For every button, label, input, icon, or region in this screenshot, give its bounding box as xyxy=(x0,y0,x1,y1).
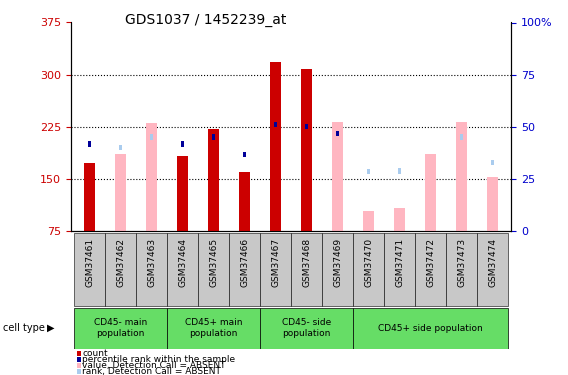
Text: rank, Detection Call = ABSENT: rank, Detection Call = ABSENT xyxy=(82,367,222,375)
Bar xyxy=(322,232,353,306)
Bar xyxy=(150,134,153,140)
Text: GSM37464: GSM37464 xyxy=(178,238,187,287)
Bar xyxy=(229,232,260,306)
Bar xyxy=(146,123,157,231)
Bar xyxy=(177,156,188,231)
Bar xyxy=(115,154,126,231)
Bar xyxy=(260,232,291,306)
Bar xyxy=(87,141,91,147)
Bar xyxy=(487,177,498,231)
Bar xyxy=(363,211,374,231)
Text: GSM37462: GSM37462 xyxy=(116,238,125,287)
Bar xyxy=(456,122,467,231)
Text: ▶: ▶ xyxy=(47,323,55,333)
Bar xyxy=(212,134,215,140)
Bar xyxy=(181,141,185,147)
Bar xyxy=(425,154,436,231)
Text: GSM37470: GSM37470 xyxy=(364,238,373,288)
Bar xyxy=(239,172,250,231)
Bar xyxy=(367,169,370,174)
Text: GSM37469: GSM37469 xyxy=(333,238,342,288)
Bar xyxy=(270,62,281,231)
Bar xyxy=(384,232,415,306)
Text: GSM37465: GSM37465 xyxy=(209,238,218,288)
Text: value, Detection Call = ABSENT: value, Detection Call = ABSENT xyxy=(82,361,226,370)
Text: GSM37473: GSM37473 xyxy=(457,238,466,288)
Text: CD45- main
population: CD45- main population xyxy=(94,318,147,338)
Bar xyxy=(353,308,508,349)
Bar xyxy=(305,124,308,129)
Bar xyxy=(243,152,247,157)
Bar xyxy=(84,164,95,231)
Bar xyxy=(477,232,508,306)
Text: GSM37467: GSM37467 xyxy=(271,238,280,288)
Bar xyxy=(291,232,322,306)
Text: cell type: cell type xyxy=(3,323,45,333)
Bar xyxy=(74,308,167,349)
Text: GSM37466: GSM37466 xyxy=(240,238,249,288)
Bar xyxy=(167,308,260,349)
Bar xyxy=(167,232,198,306)
Text: CD45- side
population: CD45- side population xyxy=(282,318,331,338)
Text: percentile rank within the sample: percentile rank within the sample xyxy=(82,355,236,364)
Bar xyxy=(198,232,229,306)
Bar xyxy=(119,145,123,150)
Bar xyxy=(260,308,353,349)
Text: GSM37472: GSM37472 xyxy=(426,238,435,287)
Bar xyxy=(491,160,495,165)
Text: GSM37463: GSM37463 xyxy=(147,238,156,288)
Text: GSM37461: GSM37461 xyxy=(85,238,94,288)
Bar xyxy=(415,232,446,306)
Bar xyxy=(336,131,340,136)
Text: count: count xyxy=(82,349,108,358)
Bar xyxy=(353,232,384,306)
Bar xyxy=(394,209,405,231)
Text: GSM37468: GSM37468 xyxy=(302,238,311,288)
Bar xyxy=(301,69,312,231)
Text: GSM37474: GSM37474 xyxy=(488,238,497,287)
Text: CD45+ side population: CD45+ side population xyxy=(378,324,483,333)
Bar xyxy=(208,129,219,231)
Bar xyxy=(136,232,167,306)
Bar xyxy=(274,122,277,127)
Text: GSM37471: GSM37471 xyxy=(395,238,404,288)
Bar xyxy=(332,122,343,231)
Text: CD45+ main
population: CD45+ main population xyxy=(185,318,243,338)
Text: GDS1037 / 1452239_at: GDS1037 / 1452239_at xyxy=(125,13,286,27)
Bar xyxy=(105,232,136,306)
Bar xyxy=(446,232,477,306)
Bar xyxy=(398,168,402,174)
Bar xyxy=(74,232,105,306)
Bar xyxy=(460,134,463,140)
